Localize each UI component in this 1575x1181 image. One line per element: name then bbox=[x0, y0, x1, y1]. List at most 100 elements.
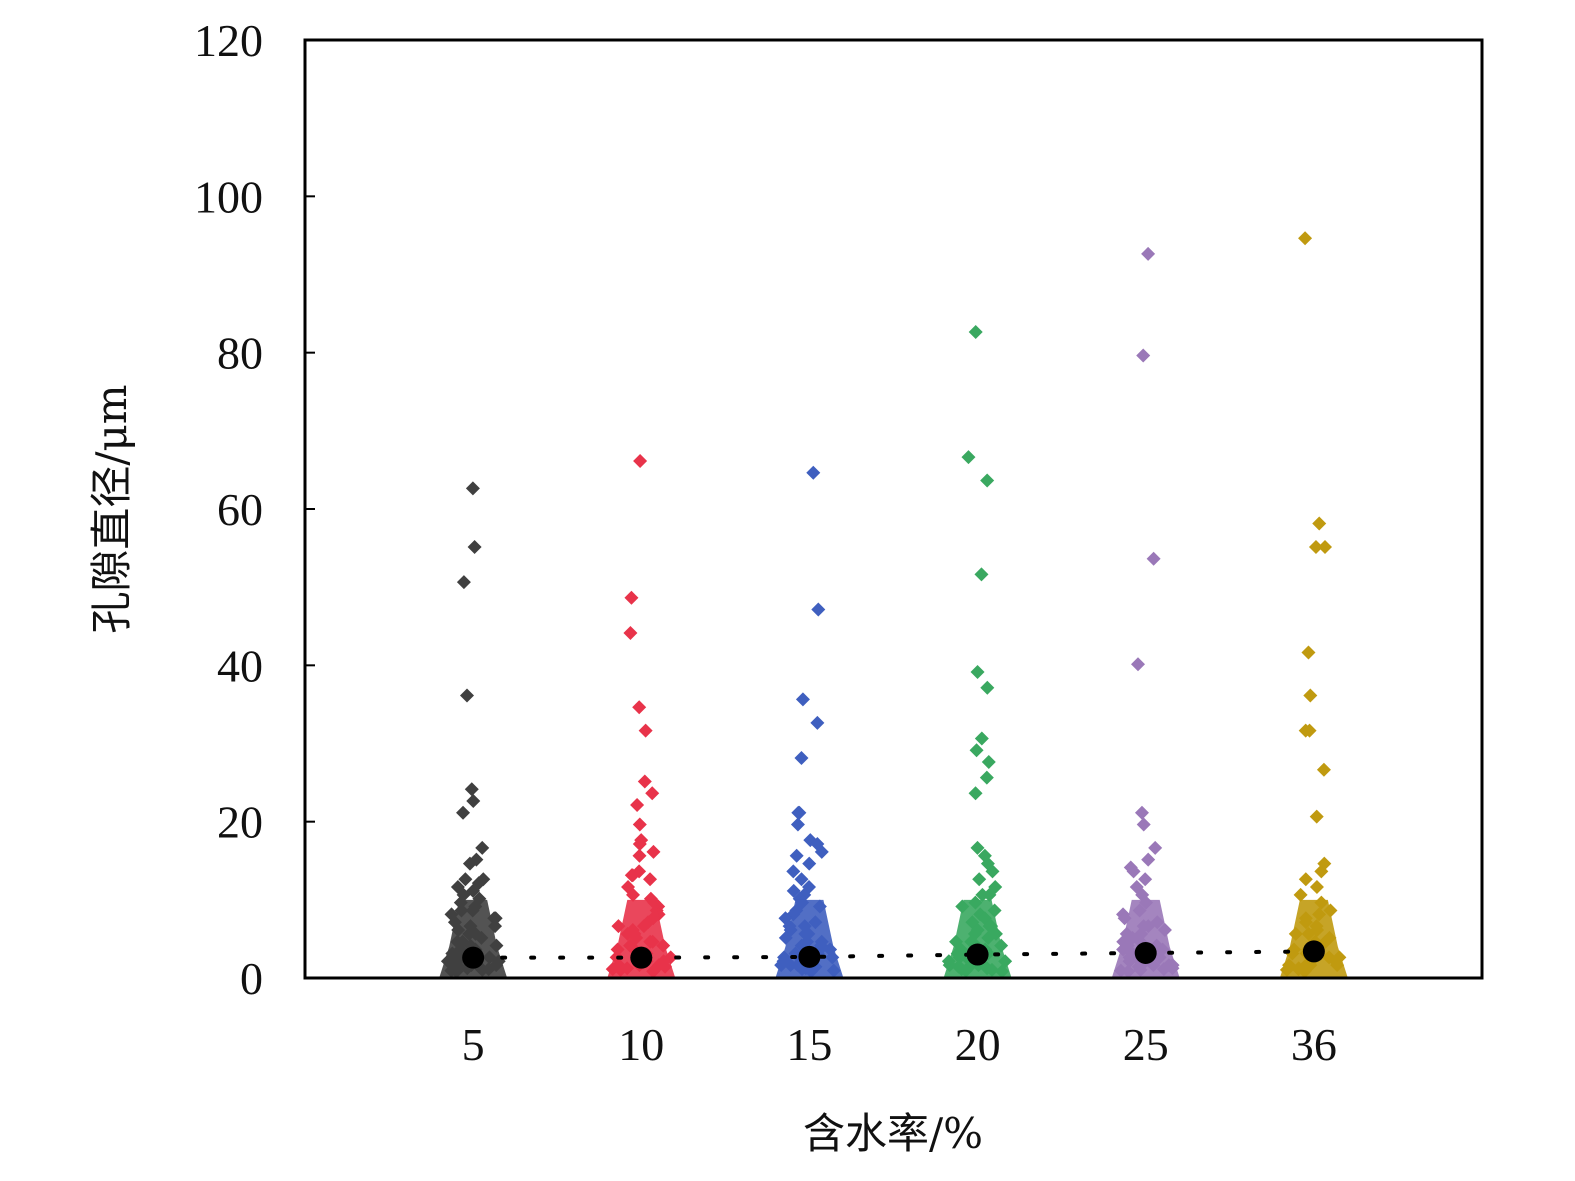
data-point-10 bbox=[632, 817, 647, 832]
data-point-20 bbox=[981, 754, 996, 769]
data-point-20 bbox=[969, 743, 984, 758]
data-point-20 bbox=[980, 473, 995, 488]
data-point-36 bbox=[1298, 872, 1313, 887]
data-point-36 bbox=[1312, 516, 1327, 531]
data-point-25 bbox=[1136, 348, 1151, 363]
data-point-36 bbox=[1309, 880, 1324, 895]
data-point-15 bbox=[790, 817, 805, 832]
data-point-36 bbox=[1314, 864, 1329, 879]
y-axis-ticks: 0 20 40 60 80 100 120 bbox=[194, 15, 315, 1004]
data-point-36 bbox=[1309, 809, 1324, 824]
data-point-5 bbox=[466, 794, 481, 809]
data-point-15 bbox=[811, 602, 826, 617]
x-tick-label: 36 bbox=[1291, 1019, 1337, 1070]
data-point-15 bbox=[814, 844, 829, 859]
data-point-36 bbox=[1303, 688, 1318, 703]
data-point-20 bbox=[974, 567, 989, 582]
plot-frame bbox=[303, 38, 1484, 980]
data-point-20 bbox=[980, 680, 995, 695]
y-tick-label: 100 bbox=[194, 171, 263, 222]
data-point-5 bbox=[488, 911, 503, 926]
data-point-10 bbox=[645, 786, 660, 801]
dense-cluster-20 bbox=[943, 899, 1012, 978]
mean-marker-10 bbox=[630, 946, 653, 969]
data-point-20 bbox=[982, 887, 997, 902]
y-tick-label: 0 bbox=[240, 953, 263, 1004]
data-point-10 bbox=[632, 700, 647, 715]
data-point-20 bbox=[974, 731, 989, 746]
data-point-10 bbox=[632, 837, 647, 852]
data-point-5 bbox=[464, 782, 479, 797]
mean-marker-20 bbox=[966, 943, 989, 966]
data-point-25 bbox=[1148, 840, 1163, 855]
data-point-25 bbox=[1146, 551, 1161, 566]
data-point-36 bbox=[1298, 231, 1313, 246]
data-point-15 bbox=[810, 715, 825, 730]
x-tick-label: 5 bbox=[462, 1019, 485, 1070]
data-point-15 bbox=[795, 692, 810, 707]
data-point-10 bbox=[626, 887, 641, 902]
mean-marker-25 bbox=[1134, 941, 1157, 964]
x-tick-label: 10 bbox=[618, 1019, 664, 1070]
data-point-10 bbox=[638, 723, 653, 738]
dense-cluster-5 bbox=[439, 899, 508, 978]
x-tick-label: 25 bbox=[1123, 1019, 1169, 1070]
x-axis-ticks: 5 10 15 20 25 36 bbox=[462, 1019, 1337, 1070]
data-point-20 bbox=[979, 770, 994, 785]
data-point-15 bbox=[789, 848, 804, 863]
dense-cluster-36 bbox=[1279, 899, 1348, 978]
data-point-36 bbox=[1298, 723, 1313, 738]
data-point-20 bbox=[961, 450, 976, 465]
data-point-10 bbox=[632, 848, 647, 863]
data-point-5 bbox=[459, 688, 474, 703]
mean-markers bbox=[462, 940, 1325, 969]
data-point-20 bbox=[985, 864, 1000, 879]
data-point-15 bbox=[794, 872, 809, 887]
y-tick-label: 80 bbox=[217, 328, 263, 379]
mean-marker-5 bbox=[462, 946, 485, 969]
data-point-36 bbox=[1316, 762, 1331, 777]
data-point-25 bbox=[1141, 852, 1156, 867]
data-point-20 bbox=[970, 840, 985, 855]
mean-marker-15 bbox=[798, 945, 821, 968]
data-point-5 bbox=[467, 539, 482, 554]
data-point-10 bbox=[637, 774, 652, 789]
dense-cluster-25 bbox=[1111, 899, 1180, 978]
data-point-25 bbox=[1134, 805, 1149, 820]
data-point-25 bbox=[1126, 864, 1141, 879]
data-point-36 bbox=[1293, 887, 1308, 902]
data-point-36 bbox=[1301, 645, 1316, 660]
data-point-10 bbox=[643, 872, 658, 887]
data-point-20 bbox=[968, 786, 983, 801]
data-point-20 bbox=[970, 665, 985, 680]
x-tick-label: 15 bbox=[786, 1019, 832, 1070]
data-point-10 bbox=[623, 625, 638, 640]
data-point-15 bbox=[792, 805, 807, 820]
data-point-15 bbox=[806, 465, 821, 480]
y-tick-label: 20 bbox=[217, 797, 263, 848]
data-point-10 bbox=[624, 590, 639, 605]
y-axis-label: 孔隙直径/μm bbox=[87, 384, 136, 633]
mean-trend-line bbox=[471, 949, 1316, 960]
x-axis-label: 含水率/% bbox=[803, 1109, 983, 1158]
data-point-25 bbox=[1141, 246, 1156, 261]
data-point-25 bbox=[1136, 817, 1151, 832]
mean-marker-36 bbox=[1302, 940, 1325, 963]
data-point-10 bbox=[633, 454, 648, 469]
data-point-5 bbox=[475, 840, 490, 855]
data-point-5 bbox=[456, 575, 471, 590]
data-point-15 bbox=[794, 751, 809, 766]
data-point-5 bbox=[462, 856, 477, 871]
y-tick-label: 60 bbox=[217, 484, 263, 535]
data-point-10 bbox=[646, 844, 661, 859]
data-point-25 bbox=[1130, 657, 1145, 672]
data-point-5 bbox=[456, 805, 471, 820]
data-point-20 bbox=[972, 872, 987, 887]
y-tick-label: 40 bbox=[217, 640, 263, 691]
data-point-36 bbox=[1308, 539, 1323, 554]
data-point-10 bbox=[630, 797, 645, 812]
y-tick-label: 120 bbox=[194, 15, 263, 66]
data-point-25 bbox=[1138, 872, 1153, 887]
x-tick-label: 20 bbox=[955, 1019, 1001, 1070]
